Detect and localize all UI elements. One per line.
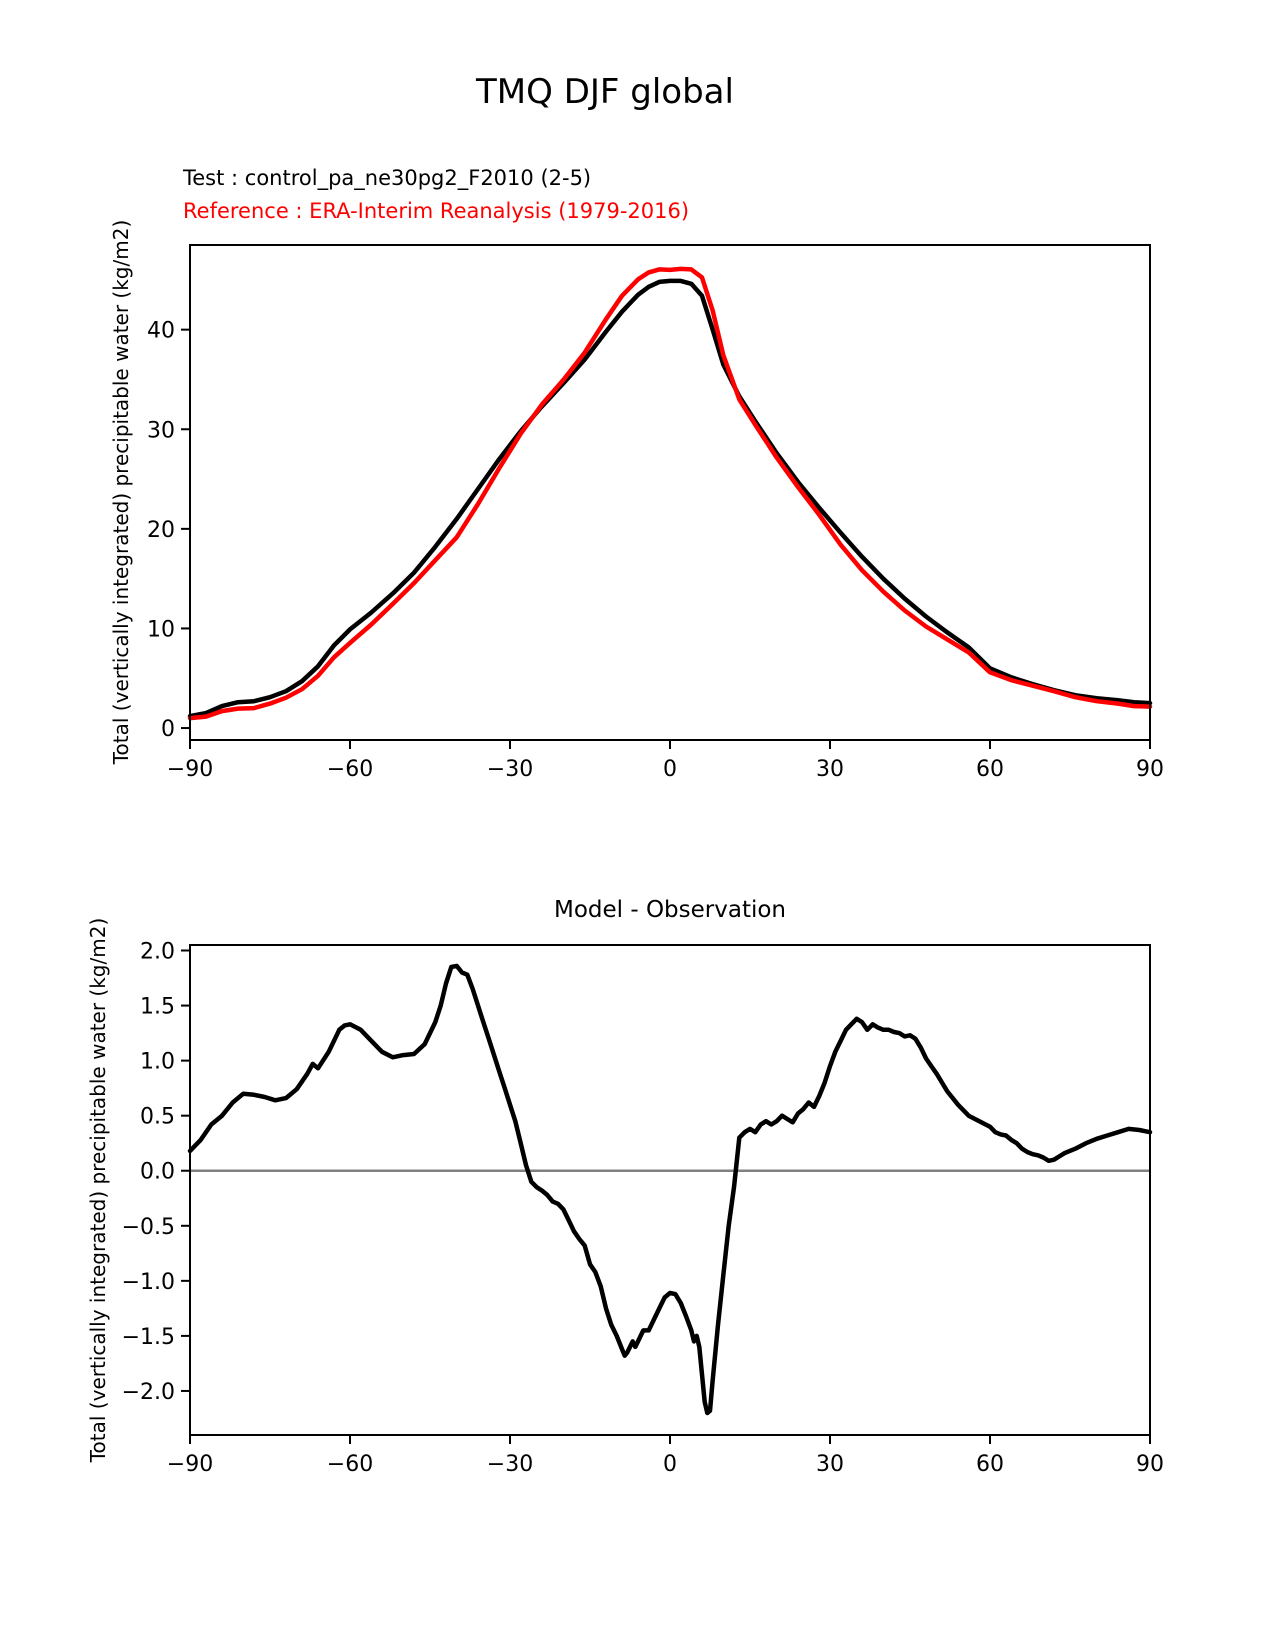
top-chart-y-tick-label: 40 (147, 319, 175, 344)
legend-test-label: Test : control_pa_ne30pg2_F2010 (2-5) (183, 166, 592, 190)
bottom-chart-title: Model - Observation (553, 897, 787, 923)
bottom-chart-y-tick-label: 1.0 (140, 1050, 175, 1075)
reference-curve (187, 266, 1153, 721)
top-chart-y-tick-label: 0 (161, 717, 175, 742)
bottom-chart-y-tick-label: −2.0 (122, 1380, 175, 1405)
bottom-chart-x-tick-label: −30 (487, 1452, 533, 1477)
bottom-chart-y-tick-label: −1.5 (122, 1325, 175, 1350)
bottom-chart-x-tick-label: 30 (816, 1452, 844, 1477)
bottom-chart-x-tick-label: −60 (327, 1452, 373, 1477)
bottom-chart-x-tick-label: 90 (1136, 1452, 1164, 1477)
bottom-chart-y-tick-label: 0.0 (140, 1160, 175, 1185)
top-chart-x-tick-label: 0 (663, 757, 677, 782)
top-chart-x-tick-label: −60 (327, 757, 373, 782)
top-chart-x-tick-label: 60 (976, 757, 1004, 782)
top-chart-y-tick-label: 10 (147, 617, 175, 642)
bottom-chart-y-tick-label: 2.0 (140, 940, 175, 965)
bottom-chart-y-tick-label: −0.5 (122, 1215, 175, 1240)
top-chart-axes-frame (189, 244, 1151, 741)
top-chart-x-tick-label: −30 (487, 757, 533, 782)
difference-curve (187, 963, 1153, 1416)
bottom-chart-y-tick-label: −1.0 (122, 1270, 175, 1295)
bottom-chart-y-tick-label: 0.5 (140, 1105, 175, 1130)
top-chart-x-tick-label: −90 (167, 757, 213, 782)
top-chart-y-tick-label: 20 (147, 518, 175, 543)
top-chart-x-tick-label: 90 (1136, 757, 1164, 782)
top-chart-x-tick-label: 30 (816, 757, 844, 782)
bottom-chart-x-tick-label: 0 (663, 1452, 677, 1477)
legend: Test : control_pa_ne30pg2_F2010 (2-5) Re… (183, 162, 689, 228)
bottom-chart-x-tick-label: 60 (976, 1452, 1004, 1477)
bottom-chart-y-tick-label: 1.5 (140, 995, 175, 1020)
test-curve (187, 278, 1153, 719)
bottom-chart-x-tick-label: −90 (167, 1452, 213, 1477)
top-chart-y-tick-label: 30 (147, 418, 175, 443)
legend-reference-label: Reference : ERA-Interim Reanalysis (1979… (183, 199, 690, 223)
bottom-chart-axes-frame (189, 944, 1151, 1436)
figure-title: TMQ DJF global (476, 72, 734, 112)
